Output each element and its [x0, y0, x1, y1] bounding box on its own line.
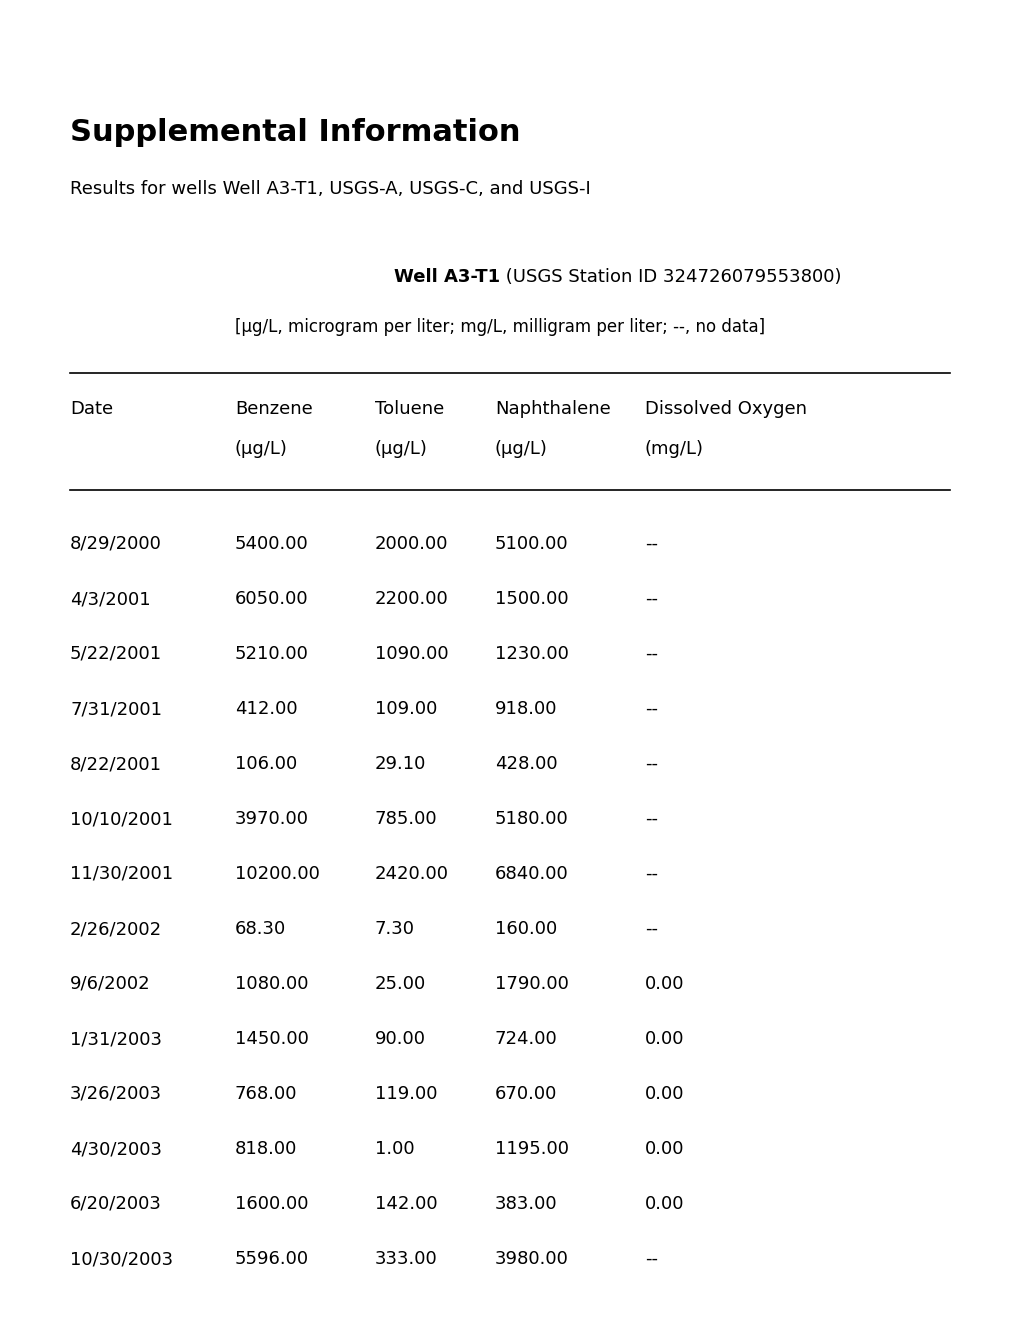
Text: --: --	[644, 590, 657, 609]
Text: 0.00: 0.00	[644, 1195, 684, 1213]
Text: 1080.00: 1080.00	[234, 975, 308, 993]
Text: 6050.00: 6050.00	[234, 590, 309, 609]
Text: 25.00: 25.00	[375, 975, 426, 993]
Text: 3/26/2003: 3/26/2003	[70, 1085, 162, 1104]
Text: --: --	[644, 1250, 657, 1269]
Text: 6840.00: 6840.00	[494, 865, 569, 883]
Text: 918.00: 918.00	[494, 700, 557, 718]
Text: 5/22/2001: 5/22/2001	[70, 645, 162, 663]
Text: 0.00: 0.00	[644, 1140, 684, 1158]
Text: Supplemental Information: Supplemental Information	[70, 117, 520, 147]
Text: 119.00: 119.00	[375, 1085, 437, 1104]
Text: Date: Date	[70, 400, 113, 418]
Text: 1090.00: 1090.00	[375, 645, 448, 663]
Text: 2420.00: 2420.00	[375, 865, 448, 883]
Text: Dissolved Oxygen: Dissolved Oxygen	[644, 400, 806, 418]
Text: 3980.00: 3980.00	[494, 1250, 569, 1269]
Text: 1600.00: 1600.00	[234, 1195, 308, 1213]
Text: 818.00: 818.00	[234, 1140, 298, 1158]
Text: 1.00: 1.00	[375, 1140, 414, 1158]
Text: 670.00: 670.00	[494, 1085, 556, 1104]
Text: (μg/L): (μg/L)	[234, 440, 287, 458]
Text: 1790.00: 1790.00	[494, 975, 569, 993]
Text: Naphthalene: Naphthalene	[494, 400, 610, 418]
Text: 109.00: 109.00	[375, 700, 437, 718]
Text: 5400.00: 5400.00	[234, 535, 309, 553]
Text: 0.00: 0.00	[644, 1085, 684, 1104]
Text: 68.30: 68.30	[234, 920, 286, 939]
Text: 29.10: 29.10	[375, 755, 426, 774]
Text: 90.00: 90.00	[375, 1030, 426, 1048]
Text: 160.00: 160.00	[494, 920, 556, 939]
Text: 10/30/2003: 10/30/2003	[70, 1250, 173, 1269]
Text: 6/20/2003: 6/20/2003	[70, 1195, 162, 1213]
Text: 106.00: 106.00	[234, 755, 297, 774]
Text: 142.00: 142.00	[375, 1195, 437, 1213]
Text: Results for wells Well A3-T1, USGS-A, USGS-C, and USGS-I: Results for wells Well A3-T1, USGS-A, US…	[70, 180, 590, 198]
Text: 0.00: 0.00	[644, 975, 684, 993]
Text: Benzene: Benzene	[234, 400, 313, 418]
Text: --: --	[644, 755, 657, 774]
Text: 2200.00: 2200.00	[375, 590, 448, 609]
Text: (μg/L): (μg/L)	[494, 440, 547, 458]
Text: (μg/L): (μg/L)	[375, 440, 427, 458]
Text: 724.00: 724.00	[494, 1030, 557, 1048]
Text: 5596.00: 5596.00	[234, 1250, 309, 1269]
Text: Toluene: Toluene	[375, 400, 444, 418]
Text: 1195.00: 1195.00	[494, 1140, 569, 1158]
Text: --: --	[644, 700, 657, 718]
Text: 10/10/2001: 10/10/2001	[70, 810, 172, 828]
Text: 1500.00: 1500.00	[494, 590, 568, 609]
Text: 2000.00: 2000.00	[375, 535, 448, 553]
Text: 11/30/2001: 11/30/2001	[70, 865, 173, 883]
Text: 10200.00: 10200.00	[234, 865, 320, 883]
Text: 1450.00: 1450.00	[234, 1030, 309, 1048]
Text: 1/31/2003: 1/31/2003	[70, 1030, 162, 1048]
Text: (USGS Station ID 324726079553800): (USGS Station ID 324726079553800)	[499, 268, 841, 286]
Text: 333.00: 333.00	[375, 1250, 437, 1269]
Text: 383.00: 383.00	[494, 1195, 557, 1213]
Text: 412.00: 412.00	[234, 700, 298, 718]
Text: 5100.00: 5100.00	[494, 535, 568, 553]
Text: --: --	[644, 920, 657, 939]
Text: 9/6/2002: 9/6/2002	[70, 975, 151, 993]
Text: 3970.00: 3970.00	[234, 810, 309, 828]
Text: 4/3/2001: 4/3/2001	[70, 590, 151, 609]
Text: 768.00: 768.00	[234, 1085, 298, 1104]
Text: 7.30: 7.30	[375, 920, 415, 939]
Text: --: --	[644, 645, 657, 663]
Text: [μg/L, microgram per liter; mg/L, milligram per liter; --, no data]: [μg/L, microgram per liter; mg/L, millig…	[234, 318, 764, 337]
Text: 2/26/2002: 2/26/2002	[70, 920, 162, 939]
Text: --: --	[644, 865, 657, 883]
Text: 8/22/2001: 8/22/2001	[70, 755, 162, 774]
Text: 4/30/2003: 4/30/2003	[70, 1140, 162, 1158]
Text: 1230.00: 1230.00	[494, 645, 569, 663]
Text: 785.00: 785.00	[375, 810, 437, 828]
Text: 5180.00: 5180.00	[494, 810, 569, 828]
Text: 428.00: 428.00	[494, 755, 557, 774]
Text: (mg/L): (mg/L)	[644, 440, 703, 458]
Text: 0.00: 0.00	[644, 1030, 684, 1048]
Text: --: --	[644, 535, 657, 553]
Text: 7/31/2001: 7/31/2001	[70, 700, 162, 718]
Text: 8/29/2000: 8/29/2000	[70, 535, 162, 553]
Text: Well A3-T1: Well A3-T1	[393, 268, 499, 286]
Text: --: --	[644, 810, 657, 828]
Text: 5210.00: 5210.00	[234, 645, 309, 663]
